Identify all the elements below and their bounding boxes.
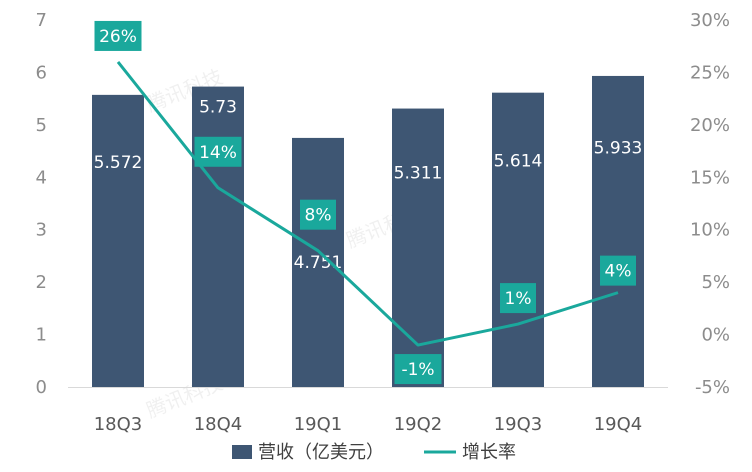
growth-value-label: 8% [305,206,332,226]
left-axis-tick: 3 [36,220,47,241]
category-label: 19Q2 [394,414,443,435]
left-axis: 0 1 2 3 4 5 6 7 [36,10,47,398]
growth-value-label: 4% [605,262,632,282]
left-axis-tick: 2 [36,272,47,293]
right-axis-tick: 10% [690,220,730,241]
growth-value-label: -1% [401,360,434,380]
right-axis: -5% 0% 5% 10% 15% 20% 25% 30% [690,10,730,398]
legend-bar-swatch [232,445,252,459]
left-axis-tick: 0 [36,377,47,398]
left-axis-tick: 5 [36,115,47,136]
revenue-bar [492,92,544,387]
growth-value-label: 14% [199,143,237,163]
growth-label-group: -1% [394,354,442,385]
growth-label-box [300,199,336,230]
revenue-bar [192,86,244,387]
bar-value-label: 5.572 [94,153,143,173]
right-axis-tick: 20% [690,115,730,136]
right-axis-tick: 0% [701,325,730,346]
bar-value-label: 5.311 [394,164,443,184]
legend-line-label: 增长率 [462,442,516,463]
category-label: 18Q3 [94,414,143,435]
right-axis-tick: -5% [695,377,730,398]
growth-value-label: 1% [505,289,532,309]
line-data-labels: 26% 14% 8% -1% 1% 4% [94,20,636,385]
growth-label-box [600,255,636,286]
right-axis-tick: 15% [690,167,730,188]
legend-bar-label: 营收（亿美元） [258,442,384,463]
growth-label-group: 8% [300,199,336,230]
growth-label-box [394,354,442,385]
bar-value-label: 4.751 [294,253,343,273]
growth-label-group: 4% [600,255,636,286]
bar-data-labels: 5.572 5.73 4.751 5.311 5.614 5.933 [94,98,643,273]
growth-rate-line [116,61,619,347]
bar-value-label: 5.933 [594,138,643,158]
growth-label-group: 14% [194,136,242,167]
growth-value-label: 26% [99,27,137,47]
growth-label-box [500,283,536,314]
right-axis-tick: 25% [690,62,730,83]
x-axis-categories: 18Q3 18Q4 19Q1 19Q2 19Q3 19Q4 [94,414,643,435]
growth-label-group: 1% [500,283,536,314]
left-axis-tick: 6 [36,62,47,83]
growth-label-group: 26% [94,20,142,51]
growth-label-box [194,136,242,167]
legend: 营收（亿美元） 增长率 [232,442,516,463]
right-axis-tick: 5% [701,272,730,293]
bar-value-label: 5.73 [199,98,237,118]
left-axis-tick: 4 [36,167,47,188]
category-label: 19Q4 [594,414,643,435]
right-axis-tick: 30% [690,10,730,31]
left-axis-tick: 7 [36,10,47,31]
revenue-bar [292,137,344,387]
category-label: 19Q1 [294,414,343,435]
category-label: 18Q4 [194,414,243,435]
left-axis-tick: 1 [36,325,47,346]
revenue-bar [92,94,144,388]
growth-label-box [94,20,142,51]
revenue-bar [592,75,644,387]
bar-value-label: 5.614 [494,151,543,171]
category-label: 19Q3 [494,414,543,435]
